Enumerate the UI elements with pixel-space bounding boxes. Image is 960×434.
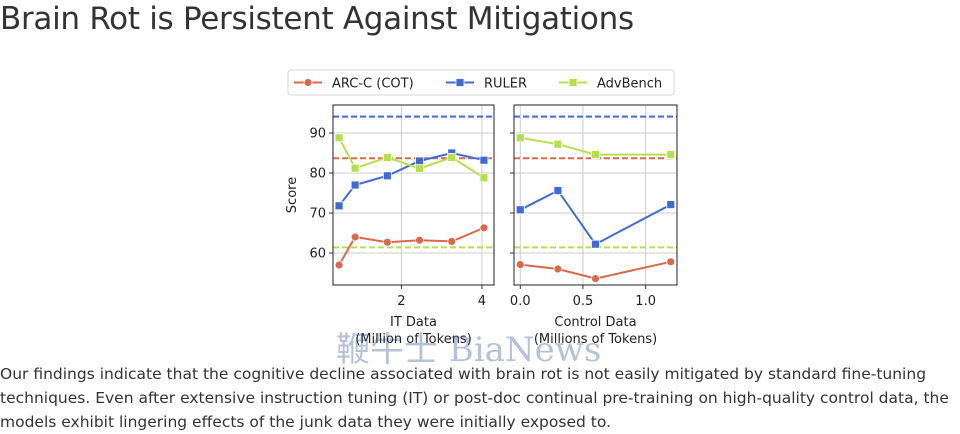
data-point [334,201,344,211]
data-point [666,150,676,159]
data-point [447,236,457,246]
legend-label: ARC-C (COT) [332,77,414,92]
chart-panel-2: 0.0 0.5 1.0 Control Data (Millions of Tokens… [510,104,678,347]
legend-swatch-marker [303,78,313,87]
data-point [382,237,392,247]
page-title: Brain Rot is Persistent Against Mitigati… [0,1,634,37]
data-point [666,200,676,210]
x-tick-label: 4 [478,294,486,309]
data-point [447,153,457,162]
legend-box [287,69,675,96]
data-point [515,260,525,270]
data-point [515,205,525,215]
x-axis-label-units: (Millions of Tokens) [534,332,657,347]
data-point [553,139,563,149]
x-axis-label: Control Data [554,315,636,330]
plot-frame [332,104,495,286]
data-point [591,239,600,249]
data-point [334,133,344,143]
y-tick-label: 60 [309,247,326,262]
series-line [520,260,671,280]
data-point [415,164,424,173]
x-tick-label: 2 [397,294,405,309]
data-point [515,133,525,143]
data-point [382,153,392,162]
series-line [338,151,485,207]
series-line [520,136,671,156]
data-point [591,150,600,159]
data-point [415,156,424,166]
x-axis-label-units: (Million of Tokens) [355,332,472,347]
findings-paragraph: Our findings indicate that the cognitive… [0,365,949,431]
y-tick-label: 70 [309,207,326,222]
x-tick-label: 1.0 [635,294,656,309]
data-point [350,163,360,173]
chart-svg: 60 70 80 90 2 4 IT Data (Million of Tokens) Scor… [285,69,678,347]
legend-swatch-marker [455,78,465,87]
y-tick-label: 80 [309,167,326,182]
data-point [350,180,360,190]
legend-label: AdvBench [597,77,662,92]
x-tick-label: 0.0 [510,294,531,309]
legend: ARC-C (COT) RULER AdvBench [287,69,675,96]
data-point [479,155,489,165]
data-point [350,232,360,242]
y-tick-label: 90 [309,127,326,142]
x-axis-label: IT Data [390,315,437,330]
series-line [338,137,485,179]
data-point [553,264,563,274]
chart-panel-1: 60 70 80 90 2 4 IT Data (Million of Tokens) Scor… [285,104,495,347]
data-point [479,173,489,183]
data-point [334,260,344,270]
plot-frame [513,104,678,286]
chart-figure: 60 70 80 90 2 4 IT Data (Million of Tokens) Scor… [0,62,960,354]
data-point [382,171,392,181]
data-point [479,223,489,233]
watermark: 鞭牛士 BiaNews [336,330,602,370]
data-point [591,274,600,284]
legend-swatch-marker [568,78,578,87]
legend-label: RULER [484,77,527,92]
x-tick-label: 0.5 [573,294,594,309]
y-axis-label: Score [285,177,300,213]
data-point [666,257,676,267]
series-line [338,226,485,266]
data-point [553,186,563,195]
series-line [519,189,672,246]
data-point [415,235,424,245]
